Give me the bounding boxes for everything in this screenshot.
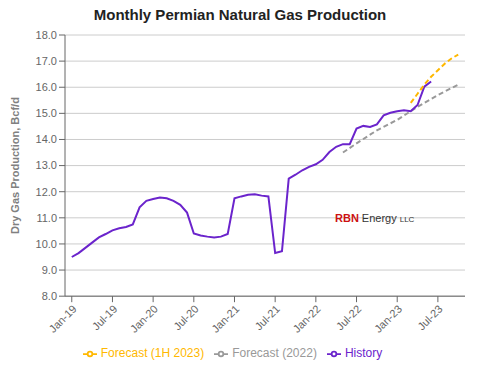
svg-text:8.0: 8.0 [42, 290, 57, 302]
svg-text:10.0: 10.0 [36, 238, 57, 250]
svg-text:Jul-21: Jul-21 [252, 303, 282, 333]
svg-text:18.0: 18.0 [36, 30, 57, 41]
html-text:Monthly Permian Natural Gas Pr: Monthly Permian Natural Gas Production [93, 6, 387, 23]
svg-text:16.0: 16.0 [36, 81, 57, 93]
html-text:RBN Energy LLC: RBN Energy LLC [335, 212, 415, 224]
svg-text:Dry Gas Production, Bcf/d: Dry Gas Production, Bcf/d [9, 97, 21, 234]
svg-text:13.0: 13.0 [36, 159, 57, 171]
svg-text:15.0: 15.0 [36, 107, 57, 119]
svg-text:Jul-19: Jul-19 [90, 303, 120, 333]
svg-text:Jul-20: Jul-20 [171, 303, 201, 333]
svg-text:Jan-23: Jan-23 [372, 303, 404, 335]
svg-text:Jan-19: Jan-19 [46, 303, 78, 335]
html-text:History: History [344, 346, 383, 361]
svg-text:Jul-23: Jul-23 [415, 303, 445, 333]
html-text:Forecast (2022): Forecast (2022) [232, 346, 317, 361]
svg-text:Jan-22: Jan-22 [291, 303, 323, 335]
svg-text:17.0: 17.0 [36, 55, 57, 67]
svg-text:14.0: 14.0 [36, 133, 57, 145]
svg-text:9.0: 9.0 [42, 264, 57, 276]
svg-text:11.0: 11.0 [36, 212, 57, 224]
svg-text:12.0: 12.0 [36, 186, 57, 198]
html-text:Forecast (1H 2023): Forecast (1H 2023) [100, 346, 205, 361]
svg-text:Jan-21: Jan-21 [209, 303, 241, 335]
svg-text:Jul-22: Jul-22 [334, 303, 364, 333]
svg-text:Jan-20: Jan-20 [128, 303, 160, 335]
